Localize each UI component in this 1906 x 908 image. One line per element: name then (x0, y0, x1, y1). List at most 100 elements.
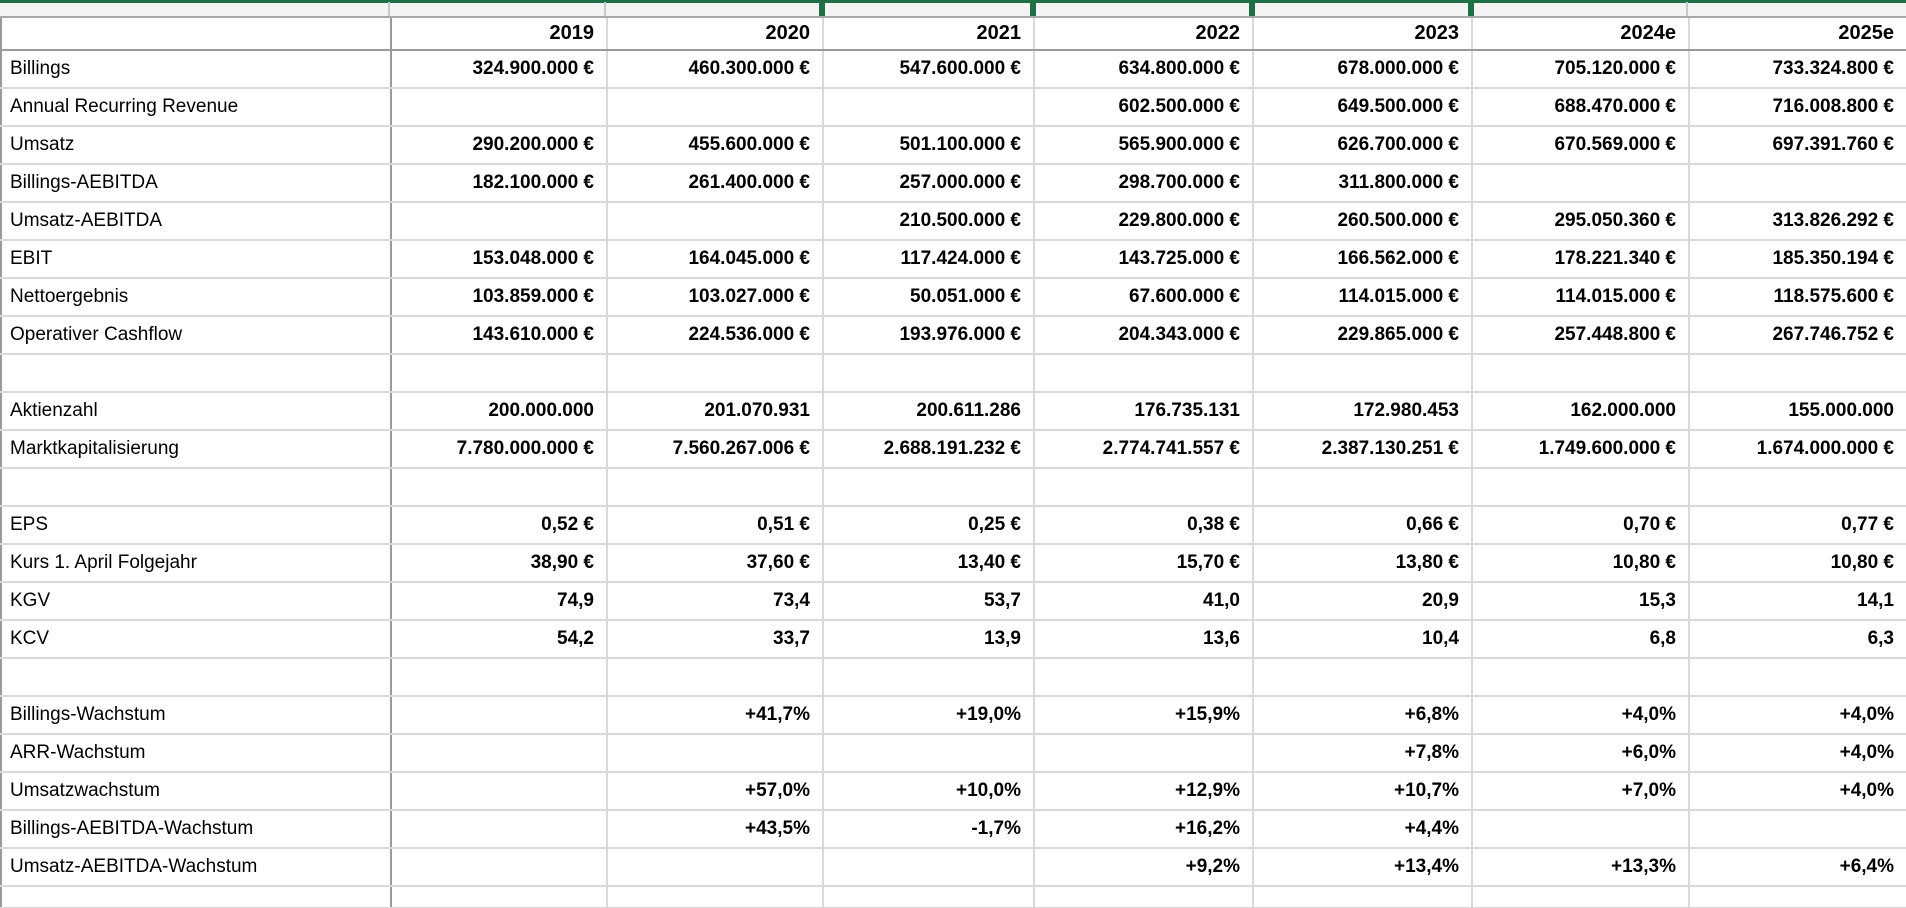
value-cell[interactable]: 2.688.191.232 € (822, 429, 1035, 469)
value-cell[interactable]: 182.100.000 € (390, 163, 608, 203)
value-cell[interactable]: 50.051.000 € (822, 277, 1035, 317)
value-cell[interactable]: 114.015.000 € (1471, 277, 1690, 317)
value-cell[interactable]: 2.774.741.557 € (1033, 429, 1254, 469)
value-cell[interactable] (1033, 885, 1254, 908)
value-cell[interactable]: +41,7% (606, 695, 824, 735)
value-cell[interactable]: +4,0% (1688, 771, 1906, 811)
value-cell[interactable] (1471, 657, 1690, 697)
row-label-cell[interactable]: Billings-Wachstum (0, 695, 392, 735)
value-cell[interactable]: 670.569.000 € (1471, 125, 1690, 165)
corner-header-cell[interactable] (0, 18, 392, 51)
value-cell[interactable]: 162.000.000 (1471, 391, 1690, 431)
value-cell[interactable]: +4,0% (1471, 695, 1690, 735)
value-cell[interactable] (390, 809, 608, 849)
value-cell[interactable] (1688, 467, 1906, 507)
value-cell[interactable]: +9,2% (1033, 847, 1254, 887)
row-label-cell[interactable]: Billings-AEBITDA-Wachstum (0, 809, 392, 849)
row-label-cell[interactable]: EBIT (0, 239, 392, 279)
value-cell[interactable]: 313.826.292 € (1688, 201, 1906, 241)
column-header[interactable]: 2023 (1252, 18, 1473, 51)
value-cell[interactable] (1252, 657, 1473, 697)
value-cell[interactable]: 733.324.800 € (1688, 49, 1906, 89)
value-cell[interactable]: 261.400.000 € (606, 163, 824, 203)
row-label-cell[interactable] (0, 353, 392, 393)
value-cell[interactable]: 0,25 € (822, 505, 1035, 545)
value-cell[interactable]: 295.050.360 € (1471, 201, 1690, 241)
value-cell[interactable]: 155.000.000 (1688, 391, 1906, 431)
column-header[interactable]: 2022 (1033, 18, 1254, 51)
value-cell[interactable] (390, 771, 608, 811)
value-cell[interactable]: 257.000.000 € (822, 163, 1035, 203)
value-cell[interactable]: 298.700.000 € (1033, 163, 1254, 203)
value-cell[interactable]: 53,7 (822, 581, 1035, 621)
value-cell[interactable]: 103.859.000 € (390, 277, 608, 317)
value-cell[interactable]: 324.900.000 € (390, 49, 608, 89)
value-cell[interactable] (606, 467, 824, 507)
value-cell[interactable]: 143.725.000 € (1033, 239, 1254, 279)
value-cell[interactable]: 257.448.800 € (1471, 315, 1690, 355)
value-cell[interactable]: +4,0% (1688, 695, 1906, 735)
column-header[interactable]: 2024e (1471, 18, 1690, 51)
value-cell[interactable] (1033, 353, 1254, 393)
value-cell[interactable]: 7.780.000.000 € (390, 429, 608, 469)
value-cell[interactable]: 33,7 (606, 619, 824, 659)
value-cell[interactable] (822, 847, 1035, 887)
value-cell[interactable]: 7.560.267.006 € (606, 429, 824, 469)
row-label-cell[interactable]: Billings-AEBITDA (0, 163, 392, 203)
row-label-cell[interactable]: Umsatz-AEBITDA (0, 201, 392, 241)
row-label-cell[interactable]: Umsatz-AEBITDA-Wachstum (0, 847, 392, 887)
value-cell[interactable]: 193.976.000 € (822, 315, 1035, 355)
row-label-cell[interactable]: Annual Recurring Revenue (0, 87, 392, 127)
row-label-cell[interactable] (0, 885, 392, 908)
value-cell[interactable]: 13,80 € (1252, 543, 1473, 583)
value-cell[interactable]: 688.470.000 € (1471, 87, 1690, 127)
row-label-cell[interactable]: Aktienzahl (0, 391, 392, 431)
value-cell[interactable]: -1,7% (822, 809, 1035, 849)
value-cell[interactable]: 103.027.000 € (606, 277, 824, 317)
value-cell[interactable]: 20,9 (1252, 581, 1473, 621)
value-cell[interactable]: 201.070.931 (606, 391, 824, 431)
value-cell[interactable]: 716.008.800 € (1688, 87, 1906, 127)
value-cell[interactable]: +6,8% (1252, 695, 1473, 735)
value-cell[interactable]: 13,6 (1033, 619, 1254, 659)
row-label-cell[interactable]: KGV (0, 581, 392, 621)
value-cell[interactable]: +10,7% (1252, 771, 1473, 811)
value-cell[interactable] (1033, 467, 1254, 507)
value-cell[interactable]: 267.746.752 € (1688, 315, 1906, 355)
value-cell[interactable]: 13,9 (822, 619, 1035, 659)
value-cell[interactable]: +7,0% (1471, 771, 1690, 811)
value-cell[interactable]: 117.424.000 € (822, 239, 1035, 279)
value-cell[interactable]: 67.600.000 € (1033, 277, 1254, 317)
value-cell[interactable]: 143.610.000 € (390, 315, 608, 355)
value-cell[interactable]: 229.800.000 € (1033, 201, 1254, 241)
value-cell[interactable]: 153.048.000 € (390, 239, 608, 279)
value-cell[interactable]: 626.700.000 € (1252, 125, 1473, 165)
value-cell[interactable]: 0,52 € (390, 505, 608, 545)
value-cell[interactable]: 166.562.000 € (1252, 239, 1473, 279)
value-cell[interactable]: 697.391.760 € (1688, 125, 1906, 165)
value-cell[interactable] (1252, 885, 1473, 908)
value-cell[interactable] (1033, 733, 1254, 773)
value-cell[interactable]: 6,8 (1471, 619, 1690, 659)
value-cell[interactable] (606, 87, 824, 127)
value-cell[interactable] (390, 733, 608, 773)
value-cell[interactable]: 0,70 € (1471, 505, 1690, 545)
row-label-cell[interactable] (0, 467, 392, 507)
row-label-cell[interactable]: Kurs 1. April Folgejahr (0, 543, 392, 583)
value-cell[interactable]: 0,38 € (1033, 505, 1254, 545)
value-cell[interactable]: 38,90 € (390, 543, 608, 583)
value-cell[interactable]: 649.500.000 € (1252, 87, 1473, 127)
row-label-cell[interactable]: ARR-Wachstum (0, 733, 392, 773)
value-cell[interactable]: 37,60 € (606, 543, 824, 583)
value-cell[interactable]: +12,9% (1033, 771, 1254, 811)
value-cell[interactable] (822, 467, 1035, 507)
value-cell[interactable]: 565.900.000 € (1033, 125, 1254, 165)
value-cell[interactable]: 0,51 € (606, 505, 824, 545)
value-cell[interactable] (1471, 467, 1690, 507)
value-cell[interactable]: 634.800.000 € (1033, 49, 1254, 89)
value-cell[interactable]: 224.536.000 € (606, 315, 824, 355)
value-cell[interactable] (390, 353, 608, 393)
column-header[interactable]: 2021 (822, 18, 1035, 51)
value-cell[interactable]: 164.045.000 € (606, 239, 824, 279)
value-cell[interactable] (1688, 353, 1906, 393)
